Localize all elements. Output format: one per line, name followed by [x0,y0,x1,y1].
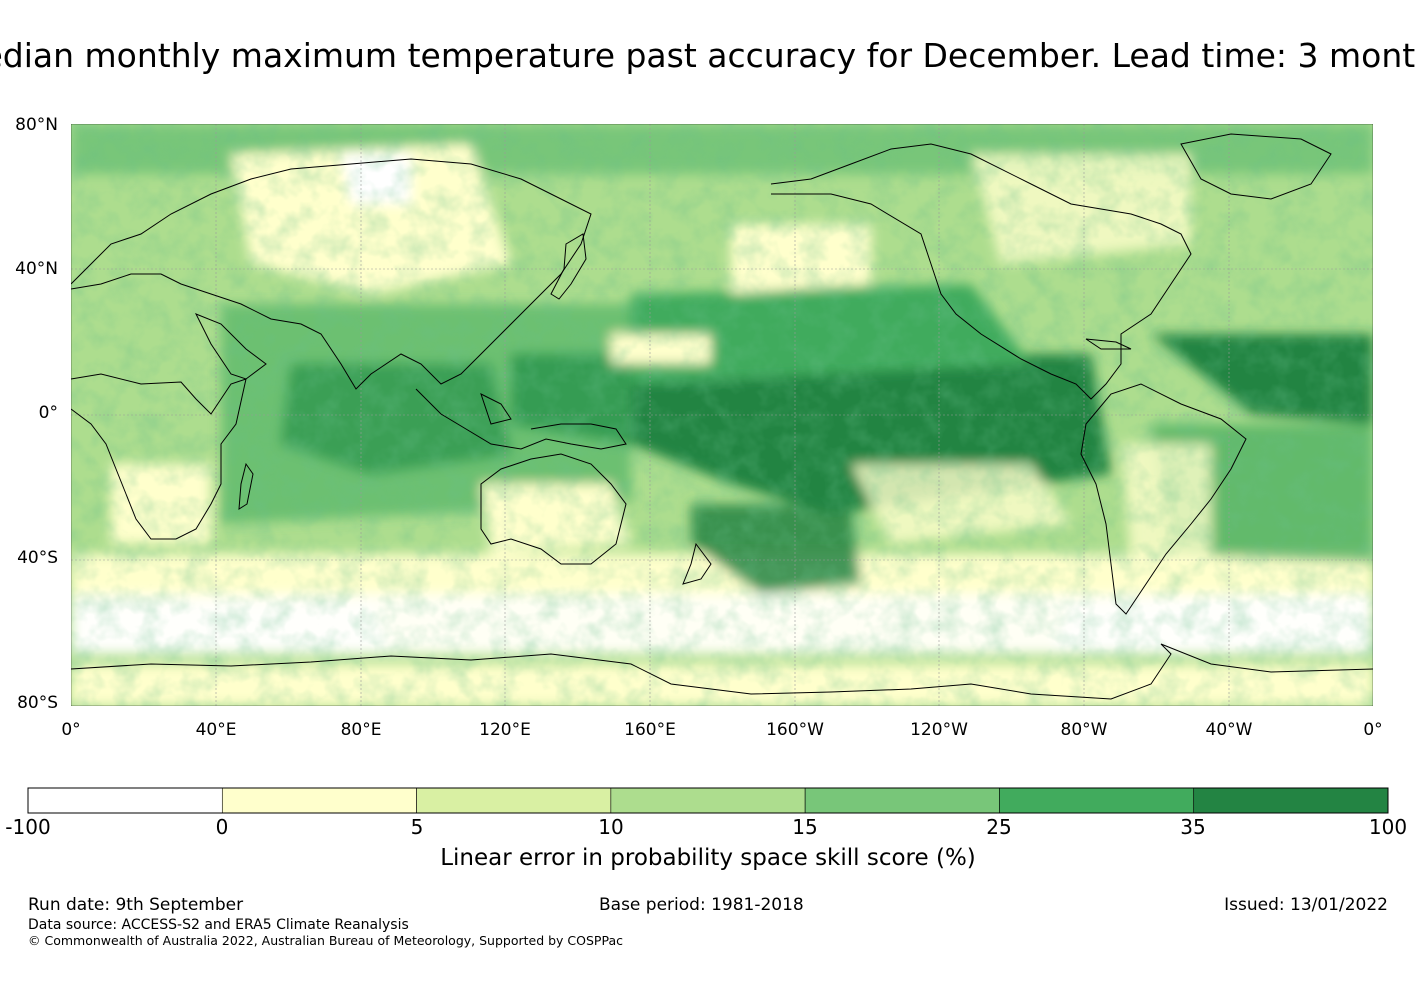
map-title: Median monthly maximum temperature past … [0,36,1416,75]
lon-label-120w: 120°W [910,720,968,740]
colorbar-tick: 35 [1180,815,1206,839]
lon-label-120e: 120°E [479,720,531,740]
data-source: Data source: ACCESS-S2 and ERA5 Climate … [28,917,409,933]
lon-label-40w: 40°W [1205,720,1253,740]
lat-label-40s: 40°S [17,548,58,568]
issued-date: Issued: 13/01/2022 [1224,895,1388,915]
coastlines [71,133,1373,700]
map-gridlines [71,124,1373,706]
lon-label-0-right: 0° [1363,720,1383,740]
lon-label-160w: 160°W [766,720,824,740]
lon-label-160e: 160°E [624,720,676,740]
colorbar-bin [221,787,417,814]
colorbar-bin [416,787,612,814]
colorbar-tick: -100 [5,815,51,839]
skill-score-map [71,124,1373,706]
lat-label-80n: 80°N [15,115,58,135]
lat-label-80s: 80°S [17,693,58,713]
colorbar [27,787,1389,814]
colorbar-bin [999,787,1195,814]
colorbar-tick: 25 [986,815,1012,839]
colorbar-bin [27,787,223,814]
colorbar-tick: 10 [598,815,624,839]
copyright: © Commonwealth of Australia 2022, Austra… [28,933,623,948]
base-period: Base period: 1981-2018 [599,895,804,915]
colorbar-bin [610,787,806,814]
lon-label-80w: 80°W [1060,720,1108,740]
colorbar-tick: 0 [215,815,229,839]
colorbar-bin [804,787,1000,814]
lon-label-0-left: 0° [61,720,81,740]
lat-label-0: 0° [38,403,58,423]
lat-label-40n: 40°N [15,259,58,279]
colorbar-bin [1193,787,1389,814]
run-date: Run date: 9th September [28,895,244,915]
colorbar-tick: 100 [1368,815,1408,839]
colorbar-label: Linear error in probability space skill … [440,845,976,871]
lon-label-40e: 40°E [195,720,237,740]
lon-label-80e: 80°E [340,720,382,740]
colorbar-tick: 5 [410,815,424,839]
colorbar-tick: 15 [792,815,818,839]
